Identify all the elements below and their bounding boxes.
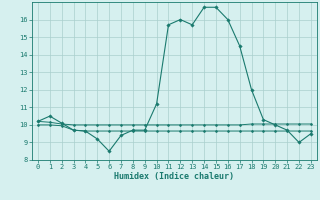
- X-axis label: Humidex (Indice chaleur): Humidex (Indice chaleur): [115, 172, 234, 181]
